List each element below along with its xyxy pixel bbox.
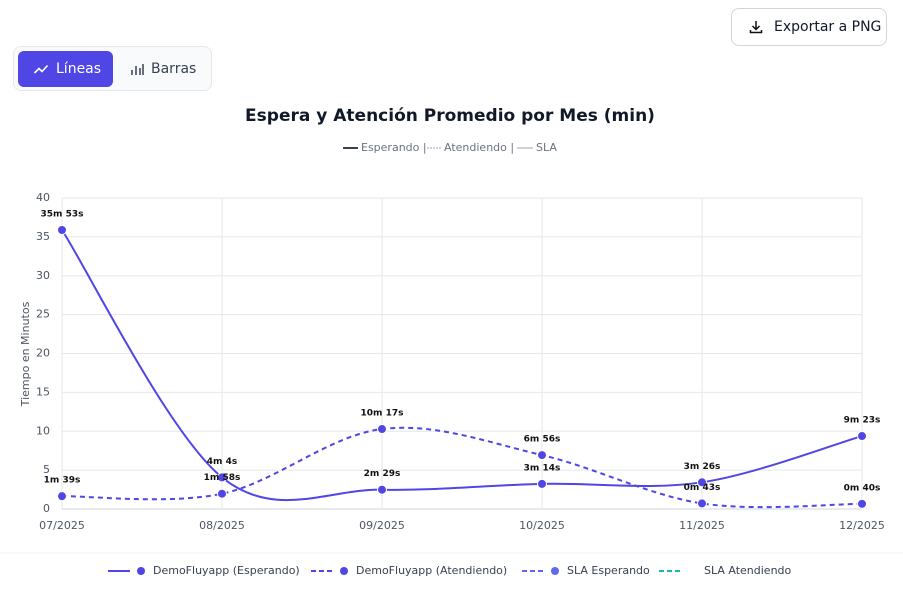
series-line <box>61 229 863 502</box>
data-point <box>697 477 707 488</box>
x-tick-label: 07/2025 <box>39 519 85 532</box>
bars-label: Barras <box>151 61 197 77</box>
legend-label: SLA Atendiendo <box>704 564 792 577</box>
y-tick-label: 15 <box>36 385 50 398</box>
hint-label: Esperando | <box>361 141 427 154</box>
data-label: 3m 14s <box>524 463 561 473</box>
legend-label: DemoFluyapp (Atendiendo) <box>356 564 507 577</box>
lines-label: Líneas <box>56 61 102 77</box>
legend-dot <box>137 567 145 575</box>
x-tick-label: 12/2025 <box>839 519 885 532</box>
data-point <box>857 431 867 442</box>
y-tick-label: 10 <box>36 424 50 437</box>
data-label: 6m 56s <box>524 435 561 445</box>
bars-button[interactable]: Barras <box>118 51 208 87</box>
x-tick-label: 08/2025 <box>199 519 245 532</box>
y-tick-label: 5 <box>43 463 50 476</box>
hint-label: Atendiendo | <box>444 141 514 154</box>
data-point <box>377 484 387 495</box>
data-point <box>697 498 707 509</box>
bars-icon <box>131 64 144 75</box>
x-tick-label: 09/2025 <box>359 519 405 532</box>
download-icon <box>749 21 763 34</box>
series-line <box>61 426 863 509</box>
legend-label: DemoFluyapp (Esperando) <box>153 564 300 577</box>
chart-title: Espera y Atención Promedio por Mes (min) <box>245 106 655 126</box>
data-point <box>857 498 867 509</box>
lines-icon <box>33 64 49 74</box>
y-tick-label: 30 <box>36 269 50 282</box>
y-tick-label: 35 <box>36 230 50 243</box>
y-tick-label: 25 <box>36 308 50 321</box>
data-label: 2m 29s <box>364 469 401 479</box>
y-axis-label: Tiempo en Minutos <box>19 301 32 407</box>
data-point <box>377 424 387 435</box>
y-tick-label: 40 <box>36 191 50 204</box>
data-label: 1m 58s <box>204 473 241 483</box>
data-point <box>217 472 227 483</box>
x-tick-label: 10/2025 <box>519 519 565 532</box>
data-point <box>57 225 67 236</box>
data-point <box>217 488 227 499</box>
x-tick-label: 11/2025 <box>679 519 725 532</box>
data-label: 0m 40s <box>844 483 881 493</box>
export-button[interactable]: Exportar a PNG <box>731 8 887 46</box>
hint-label: SLA <box>536 141 557 154</box>
data-label: 1m 39s <box>44 476 81 486</box>
legend-dot <box>551 567 559 575</box>
legend-dot <box>340 567 348 575</box>
y-tick-label: 20 <box>36 347 50 360</box>
y-tick-label: 0 <box>43 502 50 515</box>
data-label: 0m 43s <box>684 483 721 493</box>
data-label: 3m 26s <box>684 462 721 472</box>
data-point <box>537 450 547 461</box>
data-point <box>537 478 547 489</box>
legend-label: SLA Esperando <box>567 564 650 577</box>
data-point <box>57 491 67 502</box>
data-label: 10m 17s <box>361 409 404 419</box>
data-label: 9m 23s <box>844 416 881 426</box>
export-label: Exportar a PNG <box>774 19 882 35</box>
data-label: 4m 4s <box>207 457 237 467</box>
data-label: 35m 53s <box>41 210 84 220</box>
lines-button[interactable]: Líneas <box>18 51 113 87</box>
